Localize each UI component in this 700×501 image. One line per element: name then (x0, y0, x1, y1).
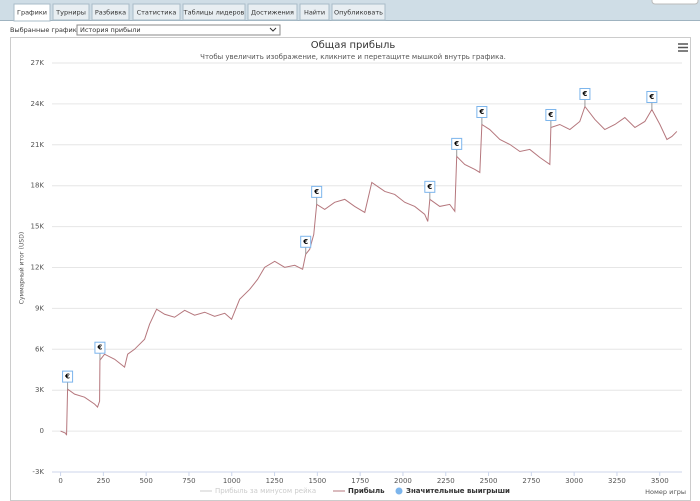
tab-label: Статистика (137, 9, 177, 17)
y-tick-label: 0 (40, 427, 44, 435)
legend-label[interactable]: Прибыль (348, 487, 385, 495)
legend-label[interactable]: Значительные выигрыши (406, 487, 510, 495)
chart-frame (10, 37, 691, 501)
x-tick-label: 2750 (522, 477, 540, 485)
x-tick-label: 1750 (351, 477, 369, 485)
big-win-marker[interactable]: € (311, 185, 323, 205)
big-win-marker[interactable]: € (62, 370, 74, 390)
tab[interactable] (91, 3, 130, 21)
x-tick-label: 3000 (565, 477, 583, 485)
y-tick-label: 15K (31, 223, 45, 231)
selector-label: Выбранные графики: (10, 26, 83, 34)
flag-label: € (64, 373, 70, 381)
y-axis-title: Суммарный итог (USD) (19, 232, 26, 304)
legend-symbol (395, 487, 403, 495)
x-axis-title: Номер игры (645, 488, 686, 496)
selector-value: История прибыли (80, 26, 141, 34)
big-win-marker[interactable]: € (424, 180, 436, 200)
y-tick-label: 6K (35, 345, 44, 353)
x-tick-label: 1000 (223, 477, 241, 485)
tab[interactable] (331, 3, 386, 21)
flag (579, 87, 591, 100)
tab[interactable] (132, 3, 181, 21)
big-win-marker[interactable]: € (451, 137, 463, 157)
big-win-marker[interactable]: € (300, 235, 312, 255)
corner-button[interactable] (651, 0, 699, 5)
flag (62, 370, 74, 383)
x-tick-label: 1250 (266, 477, 284, 485)
flag (476, 105, 488, 118)
x-tick-label: 2500 (480, 477, 498, 485)
tab[interactable] (182, 3, 246, 21)
y-tick-label: -3K (32, 468, 44, 476)
flag-label: € (96, 344, 102, 352)
selector-box[interactable] (76, 24, 281, 36)
tab[interactable] (13, 3, 51, 22)
tab-label: Опубликовать (334, 9, 383, 17)
flag (646, 90, 658, 103)
tab[interactable] (247, 3, 298, 21)
flag (94, 341, 106, 354)
flag-label: € (581, 90, 587, 98)
flag (451, 137, 463, 150)
x-tick-label: 2250 (437, 477, 455, 485)
chart-subtitle: Чтобы увеличить изображение, кликните и … (200, 53, 506, 61)
flag (545, 108, 557, 121)
flag-label: € (302, 238, 308, 246)
y-tick-label: 27K (31, 59, 45, 67)
x-tick-label: 2000 (394, 477, 412, 485)
flag-label: € (478, 108, 484, 116)
flag-label: € (547, 111, 553, 119)
flag-label: € (648, 93, 654, 101)
x-tick-label: 3250 (608, 477, 626, 485)
flag-label: € (313, 188, 319, 196)
y-tick-label: 18K (31, 182, 45, 190)
tab-label: Разбивка (95, 9, 126, 17)
menu-button[interactable] (678, 43, 688, 52)
tab[interactable] (299, 3, 330, 21)
tab-label: Таблицы лидеров (183, 9, 245, 17)
y-tick-label: 24K (31, 100, 45, 108)
big-win-marker[interactable]: € (476, 105, 488, 125)
flag-label: € (426, 183, 432, 191)
x-tick-label: 250 (97, 477, 110, 485)
big-win-marker[interactable]: € (545, 108, 557, 128)
flag-label: € (453, 140, 459, 148)
y-tick-label: 21K (31, 141, 45, 149)
x-tick-label: 0 (58, 477, 62, 485)
x-tick-label: 750 (182, 477, 195, 485)
tab[interactable] (52, 3, 90, 21)
y-tick-label: 9K (35, 304, 44, 312)
flag (300, 235, 312, 248)
tab-label: Достижения (251, 9, 294, 17)
selector-arrow (269, 27, 277, 32)
chart-title: Общая прибыль (311, 40, 396, 51)
tab-label: Найти (304, 9, 325, 17)
y-tick-label: 3K (35, 386, 44, 394)
tab-label: Графики (17, 9, 47, 17)
profit-line (60, 105, 678, 436)
big-win-marker[interactable]: € (646, 90, 658, 110)
x-tick-label: 3500 (651, 477, 669, 485)
legend-label[interactable]: Прибыль за минусом рейка (215, 487, 316, 495)
flag (424, 180, 436, 193)
big-win-marker[interactable]: € (94, 341, 106, 361)
big-win-marker[interactable]: € (579, 87, 591, 107)
tab-label: Турниры (55, 9, 86, 17)
flag (311, 185, 323, 198)
x-tick-label: 500 (139, 477, 152, 485)
y-tick-label: 12K (31, 264, 45, 272)
x-tick-label: 1500 (308, 477, 326, 485)
